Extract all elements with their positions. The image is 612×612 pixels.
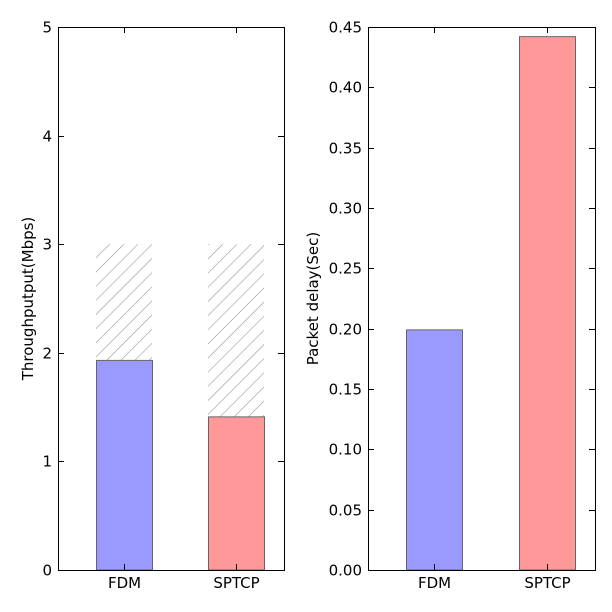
throughput-plot-frame xyxy=(58,27,285,571)
throughput-ylabel: Throughputput(Mbps) xyxy=(19,217,37,382)
delay-xtick-label-fdm: FDM xyxy=(418,574,451,592)
delay-ytick-label: 0.25 xyxy=(329,260,362,278)
delay-ytick-label: 0.20 xyxy=(329,321,362,339)
delay-ytick-label: 0.05 xyxy=(329,502,362,520)
delay-ytick-label: 0.00 xyxy=(329,562,362,580)
throughput-ytick-label: 4 xyxy=(42,128,52,146)
throughput-bar-fdm xyxy=(96,359,153,571)
delay-ylabel: Packet delay(Sec) xyxy=(304,232,322,366)
throughput-ytick-label: 1 xyxy=(42,453,52,471)
throughput-ytick-label: 3 xyxy=(42,236,52,254)
delay-ytick-label: 0.35 xyxy=(329,140,362,158)
throughput-ytick-label: 2 xyxy=(42,345,52,363)
packet-delay-chart: 0.00 0.05 0.10 0.15 0.20 0.25 0.30 0.35 0.40 0.45… xyxy=(304,19,596,592)
delay-ytick-label: 0.45 xyxy=(329,19,362,37)
delay-plot-frame xyxy=(368,27,596,571)
throughput-ytick-label: 5 xyxy=(42,19,52,37)
throughput-xtick-label-sptcp: SPTCP xyxy=(213,574,259,592)
throughput-bar-sptcp xyxy=(208,416,265,571)
delay-ytick-label: 0.15 xyxy=(329,381,362,399)
delay-bar-fdm xyxy=(406,329,463,571)
delay-bar-sptcp xyxy=(519,36,576,571)
throughput-ytick-label: 0 xyxy=(42,562,52,580)
delay-xtick-label-sptcp: SPTCP xyxy=(524,574,570,592)
delay-ytick-label: 0.40 xyxy=(329,79,362,97)
delay-ytick-label: 0.10 xyxy=(329,441,362,459)
throughput-xtick-label-fdm: FDM xyxy=(108,574,141,592)
delay-ytick-label: 0.30 xyxy=(329,200,362,218)
throughput-chart: 0 1 2 3 4 5 FDM SPTCP Throughputput(Mbps) xyxy=(19,19,285,592)
